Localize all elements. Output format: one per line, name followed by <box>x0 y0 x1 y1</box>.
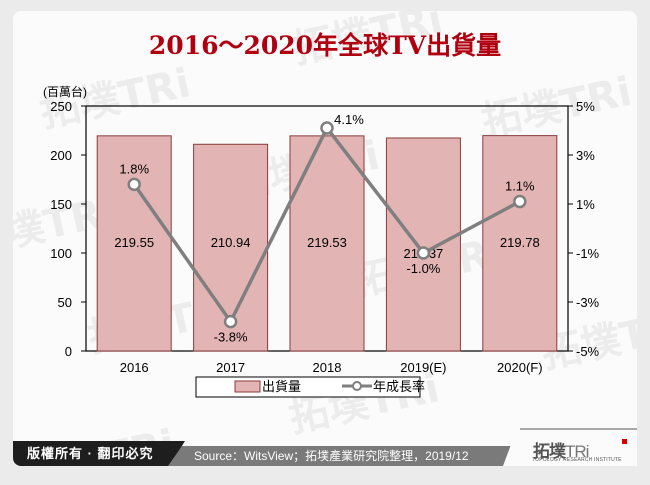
x-tick-label: 2018 <box>313 360 342 375</box>
y-tick-label: 0 <box>65 344 72 359</box>
y2-tick-label: 3% <box>576 148 595 163</box>
x-tick-label: 2019(E) <box>400 360 446 375</box>
x-tick-label: 2017 <box>216 360 245 375</box>
growth-marker <box>127 177 141 192</box>
logo-red-dot <box>622 439 627 444</box>
growth-value-label: 1.1% <box>505 179 535 194</box>
growth-value-label: 4.1% <box>334 112 364 127</box>
y2-tick-label: 1% <box>576 197 595 212</box>
logo-cn: 拓墣 <box>533 442 566 461</box>
growth-value-label: 1.8% <box>119 161 149 176</box>
bar-value-label: 219.53 <box>307 235 347 250</box>
growth-value-label: -1.0% <box>406 261 440 276</box>
y2-tick-label: -5% <box>576 344 600 359</box>
legend-bar-label: 出貨量 <box>262 379 301 394</box>
y-axis-label: (百萬台) <box>43 84 87 99</box>
growth-value-label: -3.8% <box>214 330 248 345</box>
y2-tick-label: 5% <box>576 99 595 114</box>
source-banner: Source：WitsView；拓墣產業研究院整理，2019/12 <box>168 446 518 466</box>
y-tick-label: 150 <box>50 197 72 212</box>
y2-tick-label: -3% <box>576 295 600 310</box>
legend-line-marker <box>352 381 362 391</box>
bar <box>482 135 558 352</box>
y-tick-label: 200 <box>50 148 72 163</box>
legend-bar-swatch <box>234 380 261 393</box>
legend-line-label: 年成長率 <box>373 379 425 394</box>
growth-marker <box>320 121 334 135</box>
logo-panel <box>503 430 637 466</box>
x-tick-label: 2016 <box>120 360 149 375</box>
logo-subtitle: TOPOLOGY RESEARCH INSTITUTE <box>532 457 622 463</box>
chart-title: 2016～2020年全球TV出貨量 <box>148 31 502 60</box>
bar-value-label: 219.78 <box>500 235 540 250</box>
x-tick-label: 2020(F) <box>497 360 543 375</box>
y-tick-label: 100 <box>50 246 72 261</box>
bar-value-label: 219.55 <box>114 235 154 250</box>
tri-logo: 拓墣TRi <box>533 437 589 462</box>
bar <box>385 137 461 352</box>
growth-marker <box>513 194 527 209</box>
logo-en: TRi <box>565 442 589 461</box>
growth-marker <box>416 246 431 260</box>
logo-divider <box>520 428 637 431</box>
y-tick-label: 50 <box>58 295 72 310</box>
bar-value-label: 210.94 <box>211 235 251 250</box>
copyright-banner: 版權所有 · 翻印必究 <box>13 441 185 466</box>
bar <box>96 135 172 352</box>
y-tick-label: 250 <box>50 99 72 114</box>
y2-tick-label: -1% <box>576 246 600 261</box>
bar <box>289 135 365 352</box>
growth-marker <box>223 314 238 329</box>
